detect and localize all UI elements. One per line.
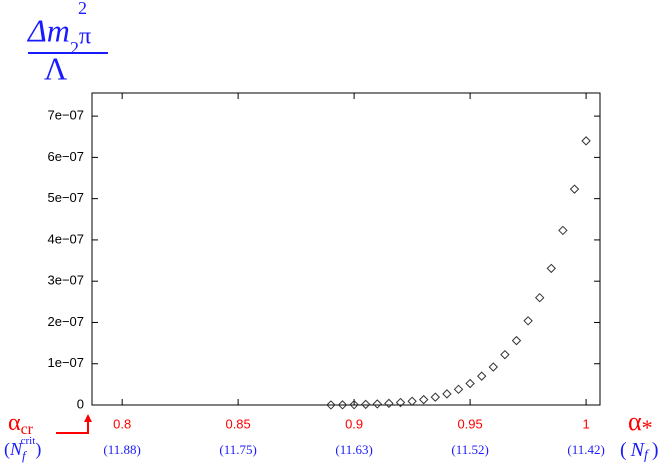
point xyxy=(407,396,417,406)
point xyxy=(465,378,475,389)
point xyxy=(534,292,545,303)
y-label-den: Λ xyxy=(44,50,67,86)
x-tick-label: 1 xyxy=(582,416,589,431)
y-label-num-sub: π xyxy=(79,24,91,50)
x-tick-label-secondary: (11.75) xyxy=(219,442,256,457)
y-tick-label: 4e−07 xyxy=(47,231,84,246)
y-label: Δm 2 π Λ 2 xyxy=(26,0,91,86)
x-tick-label-secondary: (11.88) xyxy=(103,442,140,457)
point xyxy=(488,362,499,372)
y-tick-label: 7e−07 xyxy=(47,108,84,123)
y-label-num-sup: 2 xyxy=(78,0,87,18)
x-tick-label: 0.95 xyxy=(457,416,482,431)
x-tick-label-secondary: (11.52) xyxy=(451,442,488,457)
x-tick-label: 0.85 xyxy=(225,416,250,431)
point xyxy=(476,371,487,381)
point xyxy=(500,349,510,360)
point xyxy=(384,398,394,409)
point xyxy=(326,400,336,410)
y-label-num: Δm xyxy=(26,12,70,48)
arrow-head xyxy=(84,414,92,422)
point xyxy=(523,316,533,326)
y-tick-label: 3e−07 xyxy=(47,273,84,288)
x-tick-label: 0.8 xyxy=(113,416,131,431)
arrow xyxy=(56,420,89,434)
point xyxy=(546,263,556,274)
point xyxy=(349,399,359,410)
point xyxy=(337,400,348,410)
x-tick-label: 0.9 xyxy=(345,416,363,431)
right-label: α* xyxy=(628,407,653,440)
y-tick-label: 0 xyxy=(77,396,84,411)
point xyxy=(511,335,522,346)
point xyxy=(361,399,371,410)
point xyxy=(419,394,429,405)
point xyxy=(430,392,441,402)
left-note: (Nfcrit) xyxy=(4,435,41,463)
y-tick-label: 2e−07 xyxy=(47,314,84,329)
x-tick-label-secondary: (11.42) xyxy=(567,442,604,457)
point xyxy=(581,136,591,146)
y-tick-label: 5e−07 xyxy=(47,190,84,205)
point xyxy=(569,184,580,194)
plot-frame xyxy=(91,92,601,406)
y-tick-label: 1e−07 xyxy=(47,355,84,370)
point xyxy=(453,384,464,395)
y-label-den-sup: 2 xyxy=(70,38,79,58)
right-note: (Nf) xyxy=(620,439,659,463)
point xyxy=(395,397,406,408)
x-tick-label-secondary: (11.63) xyxy=(335,442,372,457)
point xyxy=(558,225,568,236)
left-label: αcr xyxy=(8,410,34,438)
point xyxy=(372,399,383,409)
point xyxy=(442,389,452,399)
y-tick-label: 6e−07 xyxy=(47,149,84,164)
